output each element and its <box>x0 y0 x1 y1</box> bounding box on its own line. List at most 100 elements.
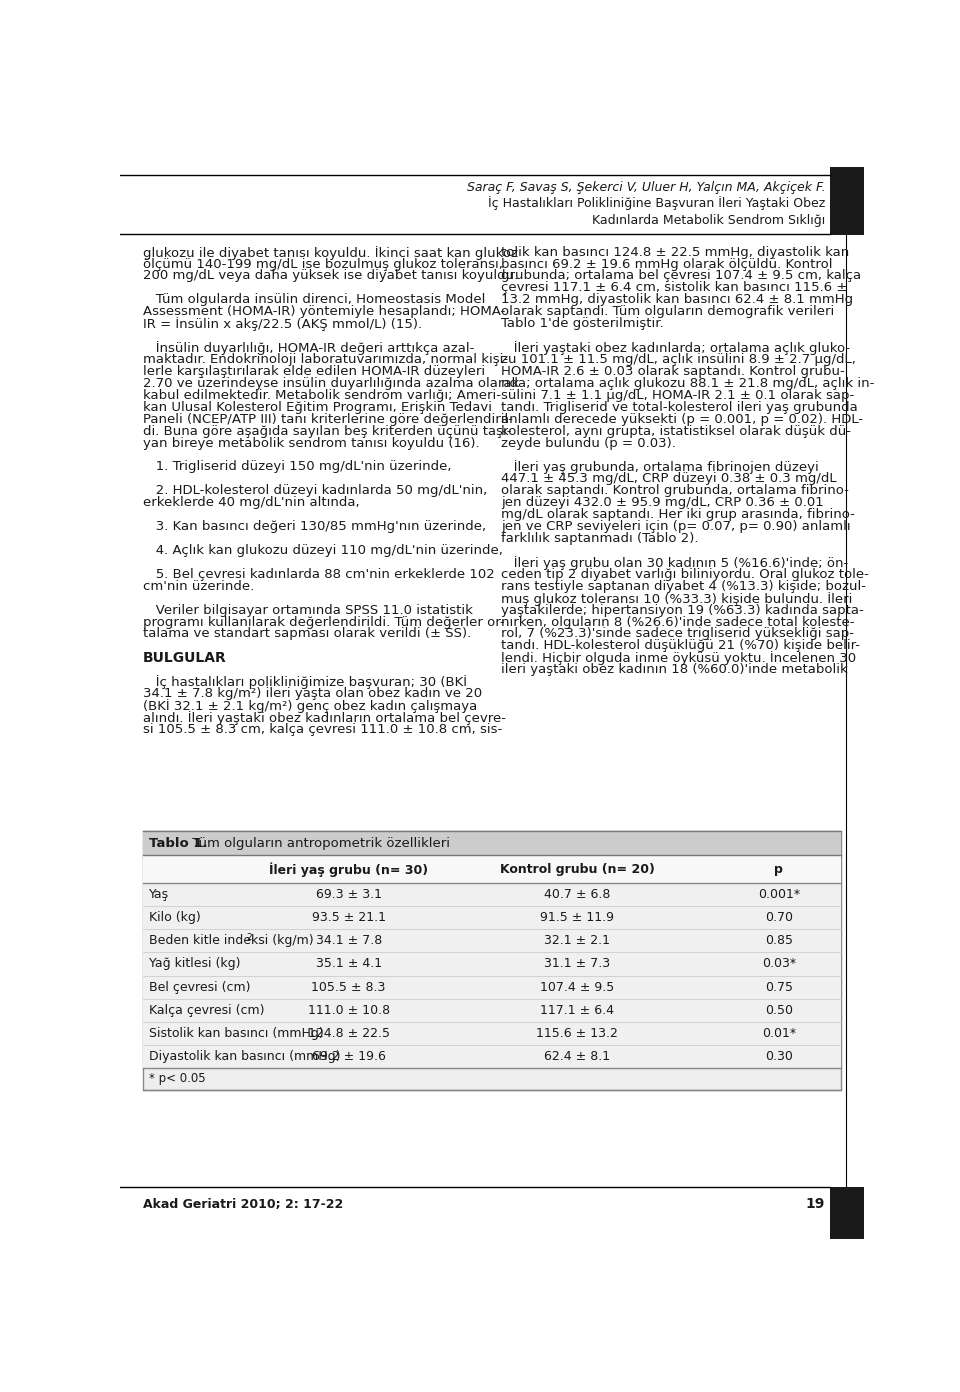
Bar <box>143 1022 841 1045</box>
Text: yaştakilerde; hipertansiyon 19 (%63.3) kadında sapta-: yaştakilerde; hipertansiyon 19 (%63.3) k… <box>501 604 864 617</box>
Bar <box>143 1045 841 1068</box>
Text: 69.3 ± 3.1: 69.3 ± 3.1 <box>316 888 382 901</box>
Text: İç Hastalıkları Polikliniğine Başvuran İleri Yaştaki Obez: İç Hastalıkları Polikliniğine Başvuran İ… <box>488 196 826 210</box>
Text: 2. HDL-kolesterol düzeyi kadınlarda 50 mg/dL'nin,: 2. HDL-kolesterol düzeyi kadınlarda 50 m… <box>143 484 488 497</box>
Text: Sistolik kan basıncı (mmHg): Sistolik kan basıncı (mmHg) <box>150 1027 324 1040</box>
Text: di. Buna göre aşağıda sayılan beş kriterden üçünü taşı-: di. Buna göre aşağıda sayılan beş kriter… <box>143 425 512 437</box>
Text: Paneli (NCEP/ATP III) tanı kriterlerine göre değerlendiril-: Paneli (NCEP/ATP III) tanı kriterlerine … <box>143 412 514 426</box>
Text: çevresi 117.1 ± 6.4 cm, sistolik kan basıncı 115.6 ±: çevresi 117.1 ± 6.4 cm, sistolik kan bas… <box>501 281 848 294</box>
Bar <box>143 998 841 1022</box>
Text: 35.1 ± 4.1: 35.1 ± 4.1 <box>316 958 382 970</box>
Text: Kilo (kg): Kilo (kg) <box>150 912 202 924</box>
Text: 34.1 ± 7.8: 34.1 ± 7.8 <box>316 934 382 948</box>
Text: nırken, olguların 8 (%26.6)'inde sadece total koleste-: nırken, olguların 8 (%26.6)'inde sadece … <box>501 615 854 629</box>
Text: 40.7 ± 6.8: 40.7 ± 6.8 <box>544 888 611 901</box>
Text: BULGULAR: BULGULAR <box>143 651 227 665</box>
Bar <box>143 831 841 1090</box>
Text: Tablo 1.: Tablo 1. <box>150 837 208 849</box>
Text: rol, 7 (%23.3)'sinde sadece trigliserid yüksekliği sap-: rol, 7 (%23.3)'sinde sadece trigliserid … <box>501 628 854 640</box>
Text: yan bireye metabolik sendrom tanısı koyuldu (16).: yan bireye metabolik sendrom tanısı koyu… <box>143 437 480 450</box>
Text: 0.30: 0.30 <box>765 1050 793 1063</box>
Text: 0.01*: 0.01* <box>761 1027 796 1040</box>
Text: * p< 0.05: * p< 0.05 <box>150 1072 206 1086</box>
Text: 4. Açlık kan glukozu düzeyi 110 mg/dL'nin üzerinde,: 4. Açlık kan glukozu düzeyi 110 mg/dL'ni… <box>143 544 503 557</box>
Text: olarak saptandı. Tüm olguların demografik verileri: olarak saptandı. Tüm olguların demografi… <box>501 305 834 319</box>
Text: 69.2 ± 19.6: 69.2 ± 19.6 <box>312 1050 386 1063</box>
Text: 2.70 ve üzerindeyse insülin duyarlılığında azalma olarak: 2.70 ve üzerindeyse insülin duyarlılığın… <box>143 377 519 390</box>
Text: 0.75: 0.75 <box>765 980 793 994</box>
Text: programı kullanılarak değerlendirildi. Tüm değerler or-: programı kullanılarak değerlendirildi. T… <box>143 615 505 629</box>
Text: tandı. Trigliserid ve total-kolesterol ileri yaş grubunda: tandı. Trigliserid ve total-kolesterol i… <box>501 401 858 413</box>
Text: Tüm olgularda insülin direnci, Homeostasis Model: Tüm olgularda insülin direnci, Homeostas… <box>143 294 486 306</box>
Text: Saraç F, Savaş S, Şekerci V, Uluer H, Yalçın MA, Akçiçek F.: Saraç F, Savaş S, Şekerci V, Uluer H, Ya… <box>467 181 826 195</box>
Text: ölçümü 140-199 mg/dL ise bozulmuş glukoz toleransı,: ölçümü 140-199 mg/dL ise bozulmuş glukoz… <box>143 258 503 270</box>
Text: 62.4 ± 8.1: 62.4 ± 8.1 <box>544 1050 611 1063</box>
Text: si 105.5 ± 8.3 cm, kalça çevresi 111.0 ± 10.8 cm, sis-: si 105.5 ± 8.3 cm, kalça çevresi 111.0 ±… <box>143 722 502 736</box>
Text: 32.1 ± 2.1: 32.1 ± 2.1 <box>544 934 611 948</box>
Text: Kadınlarda Metabolik Sendrom Sıklığı: Kadınlarda Metabolik Sendrom Sıklığı <box>592 213 826 227</box>
Bar <box>829 1186 864 1239</box>
Text: ileri yaştaki obez kadının 18 (%60.0)'inde metabolik: ileri yaştaki obez kadının 18 (%60.0)'in… <box>501 664 848 677</box>
Text: 117.1 ± 6.4: 117.1 ± 6.4 <box>540 1004 614 1016</box>
Text: muş glukoz toleransı 10 (%33.3) kişide bulundu. İleri: muş glukoz toleransı 10 (%33.3) kişide b… <box>501 592 852 606</box>
Text: 107.4 ± 9.5: 107.4 ± 9.5 <box>540 980 614 994</box>
Text: Tablo 1'de gösterilmiştir.: Tablo 1'de gösterilmiştir. <box>501 317 664 330</box>
Text: jen düzeyi 432.0 ± 95.9 mg/dL, CRP 0.36 ± 0.01: jen düzeyi 432.0 ± 95.9 mg/dL, CRP 0.36 … <box>501 496 824 509</box>
Text: 0.03*: 0.03* <box>761 958 796 970</box>
Text: 0.70: 0.70 <box>765 912 793 924</box>
Text: Tüm olguların antropometrik özellikleri: Tüm olguların antropometrik özellikleri <box>188 837 450 849</box>
Text: 13.2 mmHg, diyastolik kan basıncı 62.4 ± 8.1 mmHg: 13.2 mmHg, diyastolik kan basıncı 62.4 ±… <box>501 294 853 306</box>
Text: lendi. Hiçbir olguda inme öyküsü yoktu. İncelenen 30: lendi. Hiçbir olguda inme öyküsü yoktu. … <box>501 651 856 665</box>
Text: rans testiyle saptanan diyabet 4 (%13.3) kişide; bozul-: rans testiyle saptanan diyabet 4 (%13.3)… <box>501 579 866 593</box>
Text: İleri yaş grubu olan 30 kadının 5 (%16.6)'inde; ön-: İleri yaş grubu olan 30 kadının 5 (%16.6… <box>501 555 849 569</box>
Bar <box>143 930 841 952</box>
Text: cm'nin üzerinde.: cm'nin üzerinde. <box>143 579 254 593</box>
Text: 19: 19 <box>805 1197 826 1211</box>
Text: erkeklerde 40 mg/dL'nin altında,: erkeklerde 40 mg/dL'nin altında, <box>143 496 360 509</box>
Text: sülini 7.1 ± 1.1 μg/dL, HOMA-IR 2.1 ± 0.1 olarak sap-: sülini 7.1 ± 1.1 μg/dL, HOMA-IR 2.1 ± 0.… <box>501 388 854 402</box>
Text: Kontrol grubu (n= 20): Kontrol grubu (n= 20) <box>500 863 655 876</box>
Text: İleri yaştaki obez kadınlarda; ortalama açlık gluko-: İleri yaştaki obez kadınlarda; ortalama … <box>501 341 851 355</box>
Text: Beden kitle indeksi (kg/m): Beden kitle indeksi (kg/m) <box>150 934 314 948</box>
Text: İleri yaş grubunda, ortalama fibrinojen düzeyi: İleri yaş grubunda, ortalama fibrinojen … <box>501 461 819 475</box>
Text: 3. Kan basıncı değeri 130/85 mmHg'nın üzerinde,: 3. Kan basıncı değeri 130/85 mmHg'nın üz… <box>143 521 487 533</box>
Text: 34.1 ± 7.8 kg/m²) ileri yaşta olan obez kadın ve 20: 34.1 ± 7.8 kg/m²) ileri yaşta olan obez … <box>143 688 482 700</box>
Text: tolik kan basıncı 124.8 ± 22.5 mmHg, diyastolik kan: tolik kan basıncı 124.8 ± 22.5 mmHg, diy… <box>501 245 850 259</box>
Text: p: p <box>775 863 783 876</box>
Text: 5. Bel çevresi kadınlarda 88 cm'nin erkeklerde 102: 5. Bel çevresi kadınlarda 88 cm'nin erke… <box>143 568 495 580</box>
Bar <box>143 952 841 976</box>
Text: 111.0 ± 10.8: 111.0 ± 10.8 <box>307 1004 390 1016</box>
Text: İnsülin duyarlılığı, HOMA-IR değeri arttıkça azal-: İnsülin duyarlılığı, HOMA-IR değeri artt… <box>143 341 474 355</box>
Text: Yaş: Yaş <box>150 888 170 901</box>
Text: zu 101.1 ± 11.5 mg/dL, açlık insülini 8.9 ± 2.7 μg/dL,: zu 101.1 ± 11.5 mg/dL, açlık insülini 8.… <box>501 354 856 366</box>
Text: Akad Geriatri 2010; 2: 17-22: Akad Geriatri 2010; 2: 17-22 <box>143 1197 344 1211</box>
Text: 115.6 ± 13.2: 115.6 ± 13.2 <box>537 1027 618 1040</box>
Text: olarak saptandı. Kontrol grubunda, ortalama fibrino-: olarak saptandı. Kontrol grubunda, ortal… <box>501 484 850 497</box>
Text: 1. Trigliserid düzeyi 150 mg/dL'nin üzerinde,: 1. Trigliserid düzeyi 150 mg/dL'nin üzer… <box>143 461 452 473</box>
Text: farklılık saptanmadı (Tablo 2).: farklılık saptanmadı (Tablo 2). <box>501 532 699 546</box>
Text: alındı. İleri yaştaki obez kadınların ortalama bel çevre-: alındı. İleri yaştaki obez kadınların or… <box>143 711 506 725</box>
Text: kolesterol, aynı grupta, istatistiksel olarak düşük dü-: kolesterol, aynı grupta, istatistiksel o… <box>501 425 852 437</box>
Text: anlamlı derecede yüksekti (p = 0.001, p = 0.02). HDL-: anlamlı derecede yüksekti (p = 0.001, p … <box>501 412 863 426</box>
Bar <box>143 856 841 883</box>
Text: Diyastolik kan basıncı (mmHg): Diyastolik kan basıncı (mmHg) <box>150 1050 341 1063</box>
Bar <box>143 883 841 906</box>
Text: 0.50: 0.50 <box>765 1004 793 1016</box>
Text: Veriler bilgisayar ortamında SPSS 11.0 istatistik: Veriler bilgisayar ortamında SPSS 11.0 i… <box>143 604 473 617</box>
Text: 0.001*: 0.001* <box>757 888 800 901</box>
Text: Assessment (HOMA-IR) yöntemiyle hesaplandı; HOMA-: Assessment (HOMA-IR) yöntemiyle hesaplan… <box>143 305 506 319</box>
Text: tandı. HDL-kolesterol düşüklüğü 21 (%70) kişide belir-: tandı. HDL-kolesterol düşüklüğü 21 (%70)… <box>501 639 860 653</box>
Text: IR = İnsülin x akş/22.5 (AKŞ mmol/L) (15).: IR = İnsülin x akş/22.5 (AKŞ mmol/L) (15… <box>143 317 422 331</box>
Text: Kalça çevresi (cm): Kalça çevresi (cm) <box>150 1004 265 1016</box>
Text: (BKİ 32.1 ± 2.1 kg/m²) genç obez kadın çalışmaya: (BKİ 32.1 ± 2.1 kg/m²) genç obez kadın ç… <box>143 699 477 713</box>
Text: İç hastalıkları polikliniğimize başvuran; 30 (BKİ: İç hastalıkları polikliniğimize başvuran… <box>143 675 468 689</box>
Bar <box>143 831 841 856</box>
Text: İleri yaş grubu (n= 30): İleri yaş grubu (n= 30) <box>269 862 428 877</box>
Text: talama ve standart sapması olarak verildi (± SS).: talama ve standart sapması olarak verild… <box>143 628 471 640</box>
Text: HOMA-IR 2.6 ± 0.03 olarak saptandı. Kontrol grubu-: HOMA-IR 2.6 ± 0.03 olarak saptandı. Kont… <box>501 365 845 379</box>
Text: 124.8 ± 22.5: 124.8 ± 22.5 <box>307 1027 390 1040</box>
Text: lerle karşılaştırılarak elde edilen HOMA-IR düzeyleri: lerle karşılaştırılarak elde edilen HOMA… <box>143 365 486 379</box>
Bar <box>143 906 841 930</box>
Text: glukozu ile diyabet tanısı koyuldu. İkinci saat kan glukoz: glukozu ile diyabet tanısı koyuldu. İkin… <box>143 245 518 259</box>
Text: ceden tip 2 diyabet varlığı biliniyordu. Oral glukoz tole-: ceden tip 2 diyabet varlığı biliniyordu.… <box>501 568 869 580</box>
